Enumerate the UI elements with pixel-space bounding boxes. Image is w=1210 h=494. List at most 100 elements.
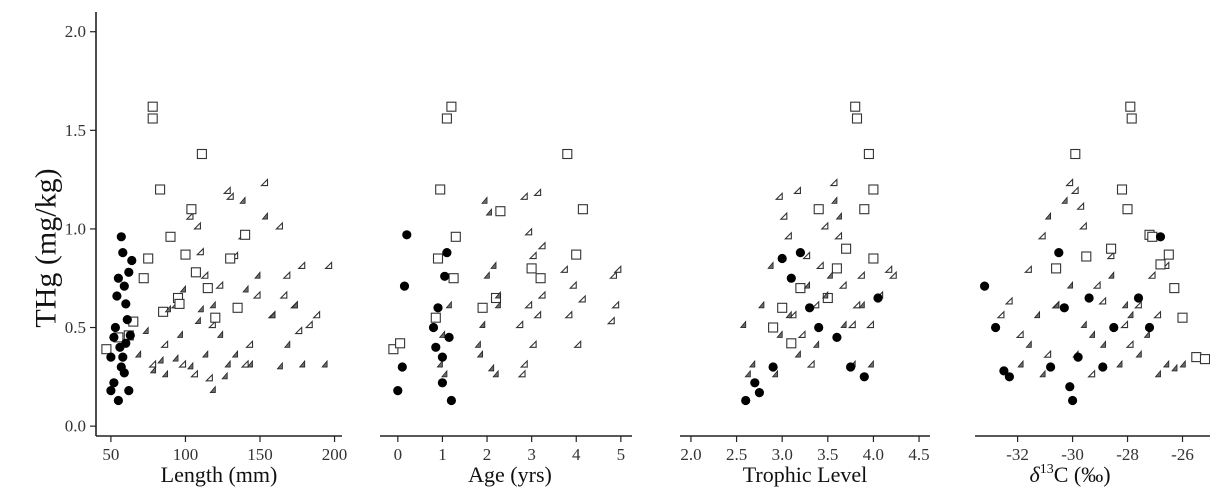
data-point-square	[1155, 259, 1166, 270]
data-point-diamond	[197, 304, 204, 313]
data-point-triangle	[609, 270, 618, 279]
data-point-square	[138, 273, 149, 284]
data-point-triangle	[838, 280, 847, 289]
data-point-square	[777, 302, 788, 313]
data-point-triangle	[215, 280, 224, 289]
data-point-square	[851, 113, 863, 124]
data-point-circle	[118, 352, 128, 362]
data-point-circle	[109, 332, 119, 342]
data-point-diamond	[758, 300, 765, 309]
x-axis-label-d13c: δ13C (‰)	[1029, 462, 1110, 487]
data-point-triangle	[1015, 330, 1024, 339]
data-point-square	[859, 204, 870, 215]
data-point-diamond	[490, 261, 497, 269]
data-point-diamond	[771, 369, 779, 378]
data-point-triangle	[1106, 251, 1115, 260]
data-point-circle	[777, 253, 787, 264]
data-point-circle	[814, 322, 824, 333]
data-point-triangle	[225, 191, 234, 200]
x-tick-label: 4.5	[908, 445, 929, 464]
data-point-square	[1125, 101, 1136, 112]
data-point-circle	[106, 385, 116, 396]
data-point-diamond	[1135, 350, 1142, 358]
data-point-circle	[1073, 352, 1083, 362]
x-tick-label: -30	[1061, 445, 1084, 464]
data-point-diamond	[812, 340, 820, 348]
data-point-triangle	[793, 186, 802, 194]
data-point-square	[850, 101, 861, 112]
data-point-triangle	[611, 300, 620, 309]
data-point-square	[786, 338, 797, 349]
data-point-triangle	[577, 294, 586, 303]
data-point-circle	[437, 352, 447, 362]
data-point-circle	[1155, 232, 1166, 242]
x-axis-label-trophic-level: Trophic Level	[743, 462, 867, 487]
data-point-diamond	[1127, 310, 1134, 319]
data-point-triangle	[528, 339, 537, 348]
data-points	[979, 101, 1210, 406]
data-point-circle	[431, 342, 441, 352]
data-point-triangle	[282, 270, 291, 279]
data-point-diamond	[821, 290, 829, 299]
data-point-diamond	[1179, 359, 1186, 368]
panel-d13c: δ13C (‰) -32 -30 -28 -26	[975, 101, 1210, 487]
data-point-diamond	[485, 208, 492, 216]
data-point-diamond	[1154, 369, 1161, 378]
data-point-diamond	[164, 304, 171, 313]
data-point-diamond	[492, 369, 499, 378]
data-point-square	[868, 184, 879, 195]
data-point-square	[1106, 243, 1117, 254]
data-point-triangle	[1092, 280, 1101, 289]
y-tick-label: 0.5	[65, 318, 86, 337]
data-point-triangle	[811, 300, 820, 309]
data-point-diamond	[291, 300, 298, 309]
data-point-triangle	[1125, 339, 1134, 348]
x-axis-label-age: Age (yrs)	[468, 462, 552, 487]
x-tick-label: -32	[1006, 445, 1029, 464]
data-point-triangle	[519, 191, 528, 200]
data-point-triangle	[260, 178, 269, 187]
data-point-triangle	[528, 251, 537, 260]
data-point-triangle	[193, 221, 202, 230]
x-tick-label: 0	[394, 445, 403, 464]
x-tick-label: 2.0	[680, 445, 701, 464]
data-point-triangle	[866, 320, 875, 329]
data-point-diamond	[194, 316, 201, 325]
data-point-square	[174, 298, 185, 309]
data-point-triangle	[1037, 231, 1046, 240]
y-axis-label: THg (mg/kg)	[30, 168, 63, 327]
data-point-triangle	[160, 339, 169, 348]
x-tick-label: -26	[1171, 445, 1194, 464]
data-point-diamond	[187, 361, 194, 370]
data-point-square	[186, 204, 197, 215]
data-point-diamond	[1116, 359, 1123, 368]
data-point-diamond	[767, 261, 774, 269]
data-point-diamond	[161, 369, 169, 378]
data-point-square	[577, 204, 588, 215]
data-point-diamond	[221, 371, 228, 380]
data-point-triangle	[1065, 178, 1074, 187]
data-point-diamond	[142, 326, 149, 334]
data-point-square	[1122, 204, 1133, 215]
data-point-triangle	[245, 339, 254, 348]
data-point-triangle	[204, 373, 213, 382]
data-point-diamond	[483, 271, 490, 279]
data-point-triangle	[783, 231, 792, 240]
data-point-circle	[1098, 362, 1108, 372]
x-tick-label: 2	[483, 445, 492, 464]
data-point-square	[1070, 148, 1081, 160]
data-point-diamond	[794, 350, 801, 358]
data-point-circle	[795, 248, 806, 258]
y-tick-label: 2.0	[65, 22, 86, 41]
data-point-diamond	[209, 385, 216, 394]
data-point-triangle	[573, 339, 582, 348]
data-point-triangle	[834, 231, 843, 240]
data-point-square	[143, 253, 154, 264]
data-point-circle	[444, 332, 454, 342]
data-point-diamond	[239, 196, 246, 204]
data-point-diamond	[201, 350, 209, 358]
x-tick-label: 5	[617, 445, 626, 464]
data-point-triangle	[312, 310, 321, 319]
data-point-triangle	[190, 369, 199, 378]
x-tick-label: 4.0	[863, 445, 884, 464]
